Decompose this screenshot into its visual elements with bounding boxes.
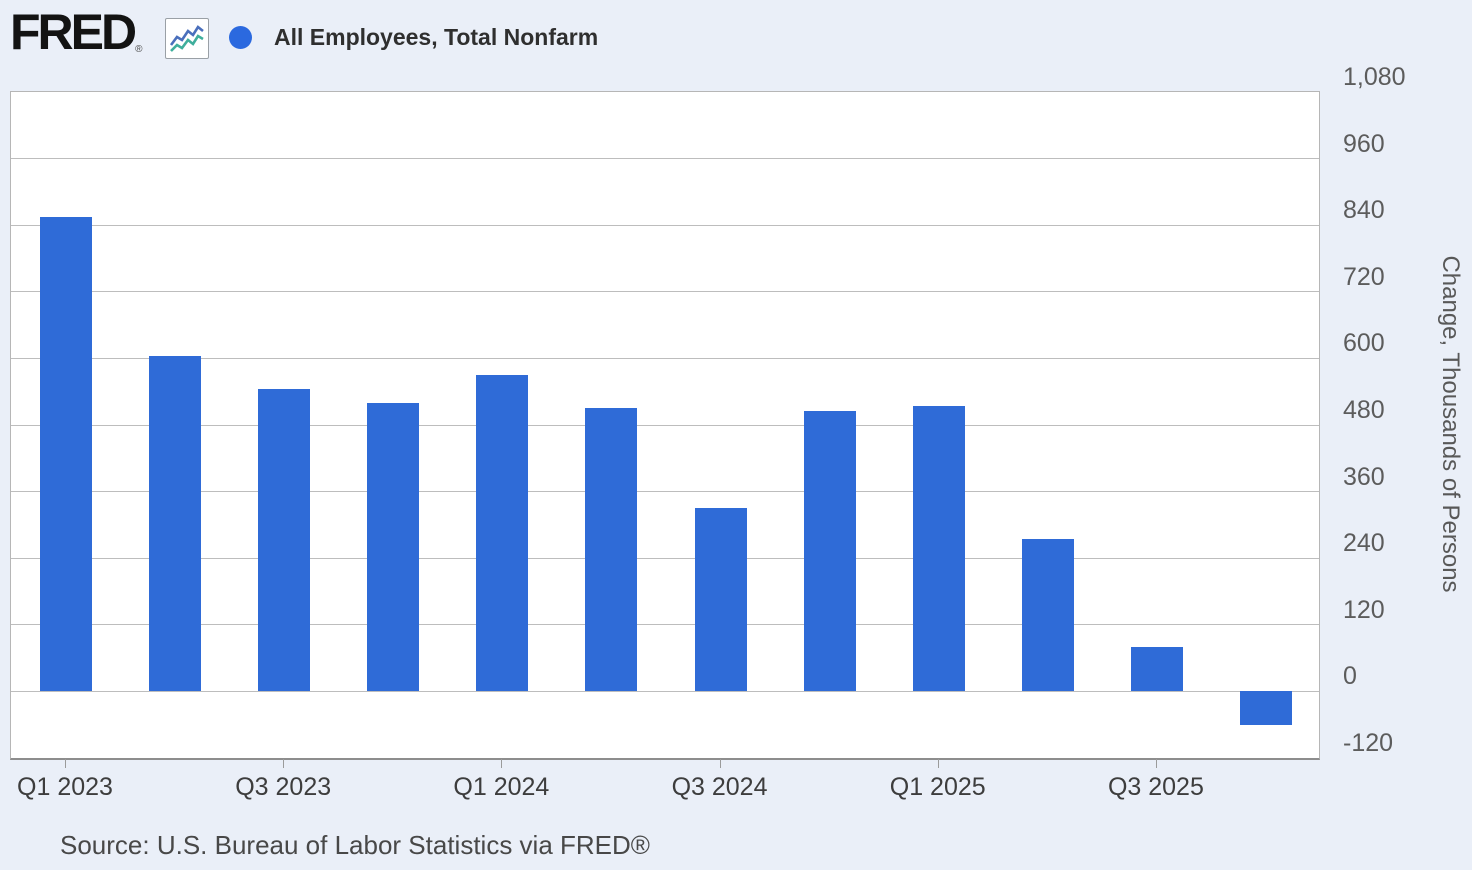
plot-area xyxy=(10,91,1320,760)
x-tick-mark xyxy=(719,759,721,768)
y-tick-label: 600 xyxy=(1343,329,1385,358)
y-tick-label: 0 xyxy=(1343,662,1357,691)
bar-q3-2025[interactable] xyxy=(1130,647,1183,692)
x-tick-label: Q3 2025 xyxy=(1107,773,1204,801)
x-tick-mark xyxy=(283,759,285,768)
x-tick-label: Q3 2023 xyxy=(235,773,332,801)
chart-header: FRED ® All Employees, Total Nonfarm xyxy=(0,0,1472,86)
fred-logo[interactable]: FRED ® xyxy=(10,6,142,58)
bar-q4-2023[interactable] xyxy=(367,402,420,692)
fred-line-chart-icon[interactable] xyxy=(165,18,209,59)
legend-dot xyxy=(229,26,252,49)
x-tick-mark xyxy=(937,759,939,768)
x-tick-mark xyxy=(65,759,66,768)
line-chart-glyph xyxy=(169,24,204,52)
y-tick-label: 720 xyxy=(1343,262,1385,291)
y-tick-label: 840 xyxy=(1343,196,1385,225)
bar-q1-2023[interactable] xyxy=(40,216,92,692)
bar-q3-2023[interactable] xyxy=(258,388,311,692)
x-tick-label: Q3 2024 xyxy=(671,773,768,801)
gridline xyxy=(11,357,1319,359)
bar-q1-2025[interactable] xyxy=(912,405,965,692)
y-tick-label: 240 xyxy=(1343,529,1385,558)
gridline xyxy=(11,291,1319,293)
y-tick-label: 960 xyxy=(1343,129,1385,158)
y-tick-label: 480 xyxy=(1343,396,1385,424)
bar-q2-2025[interactable] xyxy=(1021,538,1074,692)
y-axis-title: Change, Thousands of Persons xyxy=(1437,255,1464,593)
x-tick-label: Q1 2023 xyxy=(17,773,113,801)
x-tick-mark xyxy=(1155,759,1157,768)
bar-q2-2023[interactable] xyxy=(149,355,202,692)
gridline xyxy=(11,158,1319,160)
x-tick-label: Q1 2025 xyxy=(889,773,986,801)
legend-label: All Employees, Total Nonfarm xyxy=(274,24,599,50)
fred-logo-registered-mark: ® xyxy=(135,44,143,55)
bar-q2-2024[interactable] xyxy=(585,408,638,692)
gridline xyxy=(11,491,1319,493)
source-note: Source: U.S. Bureau of Labor Statistics … xyxy=(60,830,650,860)
x-tick-label: Q1 2024 xyxy=(453,773,550,801)
bar-q4-2024[interactable] xyxy=(803,411,856,692)
fred-logo-text: FRED xyxy=(10,4,137,60)
y-tick-label: 120 xyxy=(1343,595,1385,624)
gridline xyxy=(11,224,1319,226)
y-tick-label: 1,080 xyxy=(1343,63,1406,91)
gridline xyxy=(11,690,1319,692)
y-tick-label: 360 xyxy=(1343,462,1385,491)
gridline xyxy=(11,624,1319,626)
x-tick-mark xyxy=(501,759,503,768)
gridline xyxy=(11,424,1319,426)
gridline xyxy=(11,557,1319,559)
bar-q4-2025[interactable] xyxy=(1240,691,1292,725)
series-legend[interactable]: All Employees, Total Nonfarm xyxy=(229,24,598,51)
y-tick-label: -120 xyxy=(1343,729,1394,757)
bar-q3-2024[interactable] xyxy=(694,508,747,692)
bar-q1-2024[interactable] xyxy=(476,375,529,692)
